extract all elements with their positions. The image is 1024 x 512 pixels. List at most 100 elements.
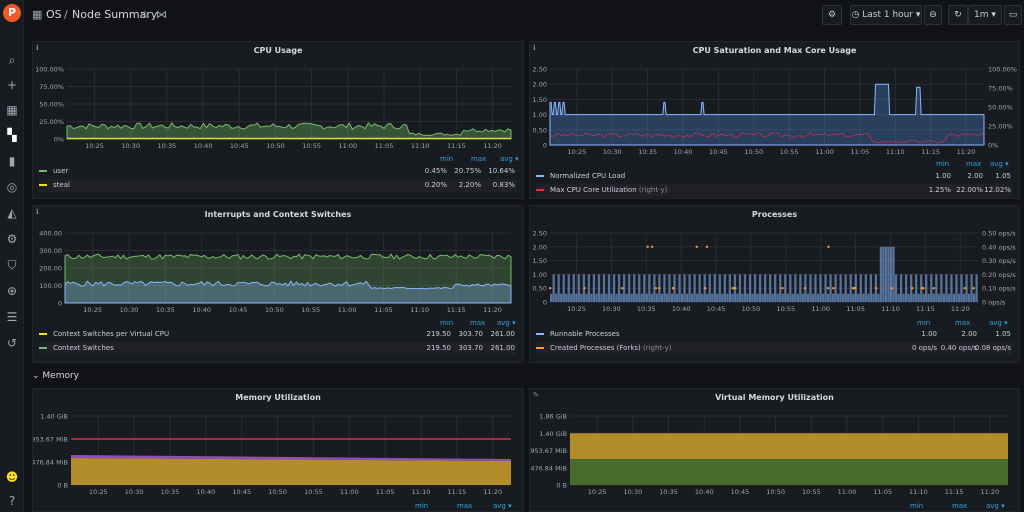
panel-title[interactable]: CPU Usage xyxy=(253,46,303,55)
info-icon[interactable]: ℹ xyxy=(36,44,39,52)
bar-runnable xyxy=(597,274,601,302)
bar-runnable xyxy=(550,293,553,302)
share-icon[interactable]: ⋈ xyxy=(156,8,167,21)
point-forks xyxy=(658,287,661,290)
legend-header-min[interactable]: min xyxy=(440,319,454,327)
info-icon[interactable]: ℹ xyxy=(36,208,39,216)
y-tick-label: 0.50 xyxy=(533,285,547,293)
bar-runnable xyxy=(630,293,633,302)
edit-icon[interactable]: ✎ xyxy=(533,391,539,399)
legend-row[interactable]: Runnable Processes 1.00 2.00 1.05 xyxy=(536,328,1013,341)
legend-header-avg[interactable]: avg ▾ xyxy=(493,502,512,510)
bar-runnable xyxy=(590,293,593,302)
plus-icon[interactable]: + xyxy=(6,78,18,92)
legend-header-avg[interactable]: avg ▾ xyxy=(986,502,1005,510)
panel-title[interactable]: Virtual Memory Utilization xyxy=(715,393,834,402)
refresh-button[interactable]: ↻ xyxy=(948,5,968,25)
legend-header-max[interactable]: max xyxy=(952,502,968,510)
bar-runnable xyxy=(653,274,656,302)
legend-row[interactable]: Context Switches per Virtual CPU 219.50 … xyxy=(39,328,517,341)
bar-runnable xyxy=(565,293,568,302)
panel-memory-utilization: Memory Utilization 1.40 GiB 953.67 MiB 476… xyxy=(32,388,524,512)
legend-header-avg[interactable]: avg ▾ xyxy=(990,160,1009,168)
bar-runnable xyxy=(640,293,643,302)
legend-header-max[interactable]: max xyxy=(471,155,487,163)
settings-button[interactable]: ⚙ xyxy=(822,5,842,25)
panel-title[interactable]: Memory Utilization xyxy=(235,393,321,402)
legend-row[interactable]: Context Switches 219.50 303.70 261.00 xyxy=(39,342,517,355)
tv-mode-button[interactable]: ▭ xyxy=(1004,5,1022,25)
series-normalized-load xyxy=(549,83,985,146)
bar-runnable xyxy=(698,274,701,302)
bar-runnable xyxy=(706,293,709,302)
legend-header-min[interactable]: min xyxy=(440,155,454,163)
x-tick-label: 11:20 xyxy=(951,305,970,313)
legend-header-max[interactable]: max xyxy=(457,502,473,510)
panel-title[interactable]: Interrupts and Context Switches xyxy=(204,210,352,219)
x-tick-label: 10:45 xyxy=(709,148,728,156)
bar-runnable xyxy=(849,274,852,302)
history-icon[interactable]: ↺ xyxy=(6,336,18,350)
row-header-memory[interactable]: ⌄ Memory xyxy=(32,371,80,381)
y-tick-label: 1.40 GiB xyxy=(539,430,567,438)
database-icon[interactable]: ☰ xyxy=(6,310,18,324)
panel-title[interactable]: CPU Saturation and Max Core Usage xyxy=(692,46,857,55)
panel-virtual-memory: ✎ Virtual Memory Utilization 1.86 GiB 1.4… xyxy=(529,388,1020,512)
point-forks xyxy=(548,287,552,290)
bell-icon[interactable]: ◭ xyxy=(7,206,17,220)
legend-row[interactable]: Max CPU Core Utilization (right-y) 1.25%… xyxy=(536,184,1013,197)
bar-runnable xyxy=(575,293,578,302)
legend-header-min[interactable]: min xyxy=(917,319,931,327)
time-range-picker[interactable]: ◷ Last 1 hour ▾ xyxy=(850,5,922,25)
gear-icon[interactable]: ⚙ xyxy=(6,232,18,246)
y-tick-label: 1.00 xyxy=(533,271,547,279)
logo[interactable]: P xyxy=(3,4,21,22)
x-tick-label: 10:55 xyxy=(301,306,320,314)
refresh-interval-picker[interactable]: 1m ▾ xyxy=(968,5,1002,25)
dashboards-grid-icon[interactable]: ▦ xyxy=(32,8,43,21)
x-tick-label: 10:40 xyxy=(194,142,213,150)
bar-runnable xyxy=(824,274,827,302)
legend-header-min[interactable]: min xyxy=(910,502,924,510)
apps-icon[interactable]: ▦ xyxy=(6,103,18,117)
bar-runnable xyxy=(756,293,759,302)
legend-row[interactable]: Normalized CPU Load 1.00 2.00 1.05 xyxy=(536,170,1013,183)
help-icon[interactable]: ? xyxy=(8,494,16,508)
dashboards-icon[interactable]: ▚ xyxy=(7,128,17,142)
y-tick-label: 200.00 xyxy=(39,265,62,273)
bar-runnable xyxy=(728,274,732,302)
point-forks xyxy=(803,287,807,290)
bar-runnable xyxy=(819,274,822,302)
legend-header-max[interactable]: max xyxy=(966,160,982,168)
page-title[interactable]: Node Summary xyxy=(72,8,158,21)
breadcrumb-folder[interactable]: OS xyxy=(46,8,62,21)
panel-title[interactable]: Processes xyxy=(751,210,798,219)
legend-header-avg[interactable]: avg ▾ xyxy=(500,155,519,163)
legend-header-max[interactable]: max xyxy=(955,319,971,327)
legend-row[interactable]: user 0.45% 20.75% 10.64% xyxy=(39,165,517,178)
bar-runnable xyxy=(690,293,694,302)
legend-row[interactable]: steal 0.20% 2.20% 0.83% xyxy=(39,179,517,192)
x-tick-label: 10:40 xyxy=(192,306,211,314)
legend-header-avg[interactable]: avg ▾ xyxy=(989,319,1008,327)
y2-tick-label: 0 ops/s xyxy=(982,299,1006,307)
x-tick-label: 10:35 xyxy=(158,142,177,150)
shield-icon[interactable]: ⛉ xyxy=(7,258,17,272)
point-forks xyxy=(654,287,658,290)
zoom-icon[interactable]: ⊕ xyxy=(6,284,18,298)
legend-header-max[interactable]: max xyxy=(470,319,486,327)
avatar[interactable]: ☻ xyxy=(5,470,19,484)
zoom-out-button[interactable]: ⊖ xyxy=(924,5,942,25)
legend-header-min[interactable]: min xyxy=(936,160,950,168)
info-icon[interactable]: ℹ xyxy=(533,44,536,52)
chart-icon[interactable]: ▮ xyxy=(8,154,16,168)
point-forks xyxy=(646,245,649,248)
legend-row[interactable]: Created Processes (Forks) (right-y) 0 op… xyxy=(536,342,1013,355)
refresh-icon: ↻ xyxy=(954,10,962,20)
star-icon[interactable]: ☆ xyxy=(140,8,150,21)
legend-header-min[interactable]: min xyxy=(415,502,429,510)
compass-icon[interactable]: ◎ xyxy=(6,180,18,194)
bar-runnable xyxy=(738,274,742,302)
legend-header-avg[interactable]: avg ▾ xyxy=(497,319,516,327)
search-icon[interactable]: ⌕ xyxy=(8,53,16,67)
